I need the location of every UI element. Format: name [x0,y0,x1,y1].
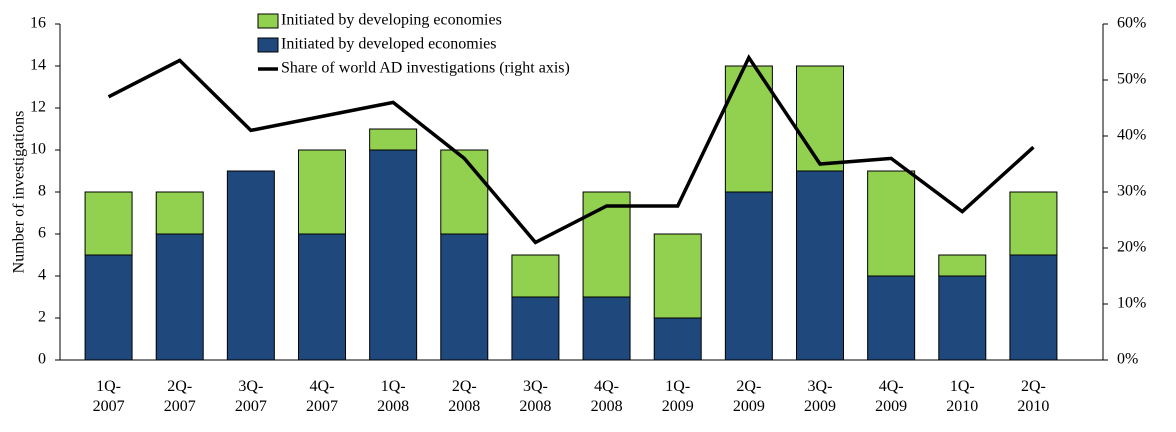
y-tick-label: 8 [38,183,46,200]
bar [511,254,560,298]
legend-label: Initiated by developed economies [281,36,496,53]
x-tick-label: 2Q-2007 [164,378,196,415]
bar [298,149,346,235]
y-tick-label: 6 [38,225,46,242]
y-tick-label: 10 [30,141,46,158]
legend-label: Share of world AD investigations (right … [281,60,570,77]
x-tick-label: 1Q-2008 [377,378,409,415]
bar [84,254,133,361]
bar [511,296,560,361]
x-tick-label: 2Q-2010 [1017,378,1049,415]
bar [582,296,631,361]
y2-tick-label: 50% [1117,71,1146,88]
x-tick-label: 4Q-2007 [306,378,338,415]
y-tick-label: 14 [30,57,46,74]
bar [938,275,987,361]
y-tick-label: 0 [38,351,46,368]
y-tick-label: 2 [38,309,46,326]
x-tick-label: 2Q-2009 [733,378,765,415]
legend-swatch [257,13,279,29]
x-tick-label: 3Q-2008 [519,378,551,415]
y2-tick-label: 40% [1117,127,1146,144]
bar [867,275,916,361]
bar [155,191,204,235]
legend-label: Initiated by developing economies [281,12,502,29]
bar [653,317,702,361]
y-axis-label: Number of investigations [11,111,28,274]
bar [226,170,275,361]
bar [796,65,844,172]
bar [155,233,204,361]
x-tick-label: 4Q-2009 [875,378,907,415]
bar [867,170,916,277]
y-tick-label: 4 [38,267,46,284]
bar [582,191,631,298]
bar [298,233,346,361]
bar [84,191,133,256]
y2-tick-label: 20% [1117,239,1146,256]
x-tick-label: 2Q-2008 [448,378,480,415]
y2-tick-label: 0% [1117,351,1138,368]
y2-tick-label: 30% [1117,183,1146,200]
y-tick-label: 16 [30,15,46,32]
bar [724,191,773,361]
bar [369,128,418,151]
x-tick-label: 3Q-2009 [804,378,836,415]
bar [1009,191,1058,256]
bar [1009,254,1058,361]
bar [938,254,987,277]
bar [440,233,489,361]
bar [796,170,844,361]
x-tick-label: 4Q-2008 [591,378,623,415]
legend-swatch [257,37,279,53]
bar [369,149,418,361]
y-tick-label: 12 [30,99,46,116]
x-tick-label: 1Q-2010 [946,378,978,415]
bar [440,149,489,235]
line [107,54,1035,245]
x-tick-label: 1Q-2007 [93,378,125,415]
y2-tick-label: 10% [1117,295,1146,312]
bar [653,233,702,319]
y2-tick-label: 60% [1117,15,1146,32]
x-tick-label: 3Q-2007 [235,378,267,415]
x-tick-label: 1Q-2009 [662,378,694,415]
